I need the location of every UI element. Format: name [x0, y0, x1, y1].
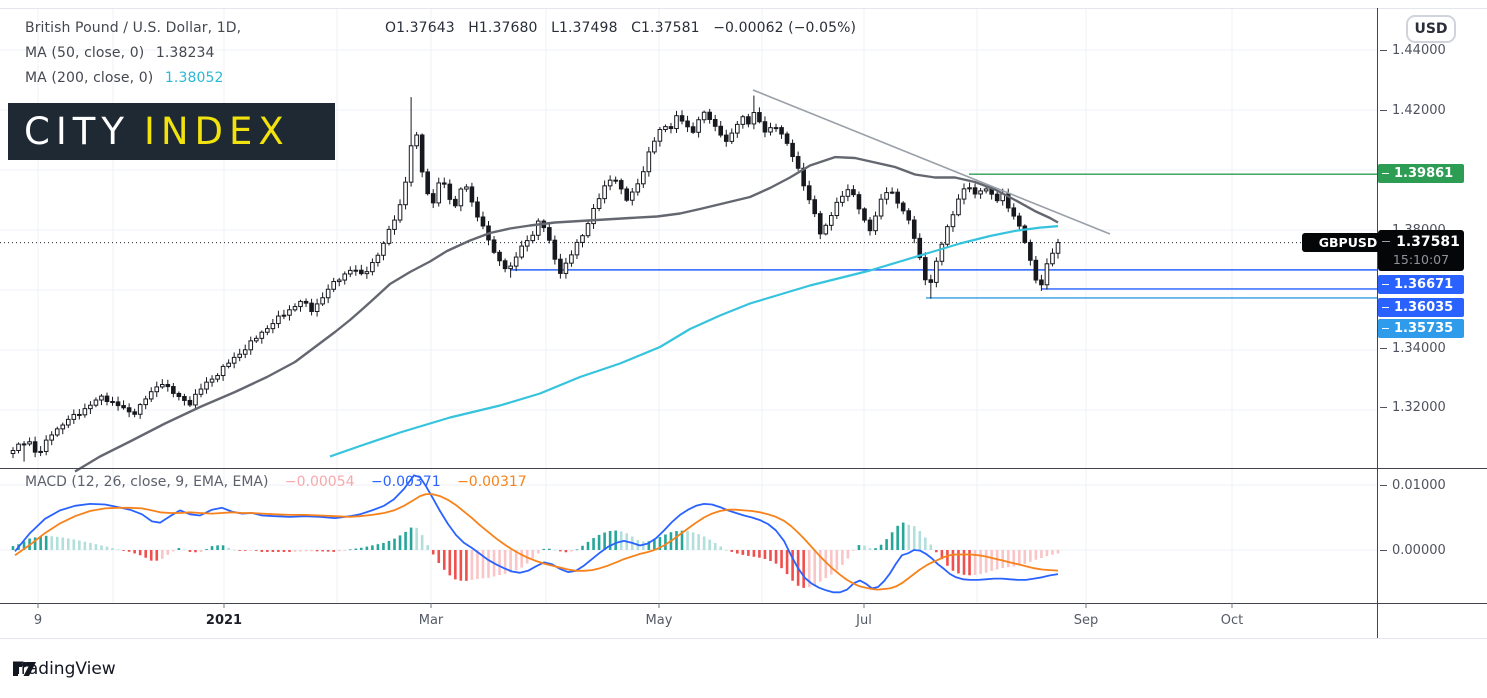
ohlc-high: H1.37680: [468, 20, 538, 36]
x-axis-label[interactable]: Oct: [1220, 613, 1244, 628]
ma50-label: MA (50, close, 0): [25, 45, 145, 61]
currency-toggle-button[interactable]: USD: [1406, 15, 1456, 43]
axis-tick-dash: [1380, 406, 1387, 408]
axis-tick-dash: [1380, 347, 1387, 349]
logo-index-text: INDEX: [143, 110, 290, 153]
x-axis-label[interactable]: Sep: [1073, 613, 1099, 628]
ma50-value: 1.38234: [155, 45, 215, 61]
x-axis-label[interactable]: 9: [33, 613, 43, 628]
price-tick-dash: [1382, 241, 1391, 242]
logo-city-text: CITY: [24, 110, 130, 153]
axis-tick-dash: [1380, 109, 1387, 111]
horizontal-level-lines[interactable]: [510, 173, 1377, 299]
last-price-box: 1.37581 15:10:07: [1378, 230, 1464, 271]
symbol-chip-text: GBPUSD: [1318, 235, 1378, 250]
ohlc-change: −0.00062 (−0.05%): [713, 20, 857, 36]
last-price-value: 1.37581: [1396, 233, 1460, 250]
y-axis-label: 0.00000: [1380, 541, 1446, 559]
level-price-chip: 1.36035: [1378, 298, 1464, 317]
x-axis-label[interactable]: 2021: [205, 613, 243, 628]
chip-tick-dash: [1382, 173, 1389, 174]
macd-signal-line: [14, 493, 1059, 591]
symbol-title[interactable]: British Pound / U.S. Dollar, 1D,: [25, 20, 241, 36]
macd-line: [14, 474, 1059, 594]
ma200-label: MA (200, close, 0): [25, 70, 154, 86]
ohlc-open: O1.37643: [385, 20, 455, 36]
tradingview-attribution[interactable]: TradingView: [13, 659, 116, 679]
y-axis-label: 1.42000: [1380, 101, 1446, 119]
axis-tick-dash: [1380, 484, 1387, 486]
ma200-line: [329, 225, 1059, 458]
y-axis-label: 1.34000: [1380, 339, 1446, 357]
y-axis-label: 1.32000: [1380, 398, 1446, 416]
level-price-chip: 1.35735: [1378, 319, 1464, 338]
x-axis-label[interactable]: Mar: [418, 613, 444, 628]
macd-signal-value: −0.00317: [457, 474, 527, 490]
axis-tick-dash: [1380, 549, 1387, 551]
pane-borders: [0, 8, 1487, 639]
level-price-chip: 1.36671: [1378, 275, 1464, 294]
ma200-value: 1.38052: [164, 70, 224, 86]
ohlc-low: L1.37498: [551, 20, 618, 36]
descending-trendline[interactable]: [752, 89, 1111, 235]
macd-label: MACD (12, 26, close, 9, EMA, EMA): [25, 474, 269, 490]
macd-histogram: [11, 522, 1060, 588]
ohlc-values: O1.37643 H1.37680 L1.37498 C1.37581 −0.0…: [385, 20, 865, 36]
symbol-title-text: British Pound / U.S. Dollar, 1D,: [25, 20, 242, 36]
chip-tick-dash: [1382, 328, 1389, 329]
macd-line-value: −0.00371: [370, 474, 441, 490]
ma200-legend[interactable]: MA (200, close, 0) 1.38052: [25, 70, 223, 86]
city-index-logo: CITY INDEX: [8, 103, 335, 160]
symbol-price-chip: GBPUSD: [1302, 233, 1394, 252]
tradingview-brand-text: TradingView: [13, 659, 116, 679]
y-axis-label: 0.01000: [1380, 476, 1446, 494]
level-price-chip: 1.39861: [1378, 164, 1464, 183]
ma50-legend[interactable]: MA (50, close, 0) 1.38234: [25, 45, 214, 61]
ohlc-close: C1.37581: [631, 20, 700, 36]
axis-tick-dash: [1380, 49, 1387, 51]
y-axis-label: 1.44000: [1380, 41, 1446, 59]
macd-hist-value: −0.00054: [284, 474, 355, 490]
chip-tick-dash: [1382, 284, 1389, 285]
x-axis-label[interactable]: Jul: [856, 613, 872, 628]
last-price-time: 15:10:07: [1392, 251, 1450, 267]
macd-legend[interactable]: MACD (12, 26, close, 9, EMA, EMA) −0.000…: [25, 474, 527, 490]
tradingview-logo-icon: [13, 661, 36, 676]
chip-tick-dash: [1382, 307, 1389, 308]
ma50-line: [74, 155, 1059, 473]
candlestick-series: [10, 95, 1061, 462]
x-axis-label[interactable]: May: [645, 613, 673, 628]
